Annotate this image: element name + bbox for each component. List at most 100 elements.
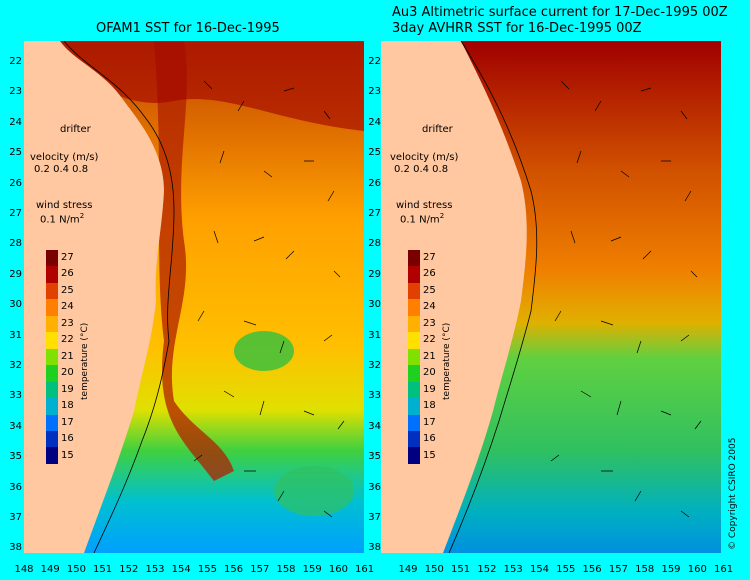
colorbar-tick-label: 18 bbox=[61, 400, 74, 412]
right-panel-title-line2: 3day AVHRR SST for 16-Dec-1995 00Z bbox=[392, 21, 642, 36]
latitude-tick-label: 32 bbox=[368, 360, 381, 371]
longitude-tick-label: 159 bbox=[302, 564, 322, 575]
wind-stress-value-right: 0.1 N/m2 bbox=[400, 212, 445, 226]
colorbar-tick-label: 23 bbox=[61, 317, 74, 329]
longitude-tick-label: 149 bbox=[398, 564, 418, 575]
colorbar-tick-label: 25 bbox=[423, 284, 436, 296]
latitude-tick-label: 36 bbox=[368, 481, 381, 493]
longitude-tick-label: 156 bbox=[224, 564, 244, 575]
right-map-panel bbox=[381, 41, 721, 553]
colorbar-swatch bbox=[46, 250, 58, 267]
velocity-label: velocity (m/s) bbox=[30, 152, 99, 163]
colorbar-swatch bbox=[408, 365, 420, 382]
colorbar-tick-label: 27 bbox=[423, 252, 436, 263]
latitude-tick-label: 34 bbox=[9, 420, 22, 432]
colorbar-tick-label: 16 bbox=[423, 433, 436, 445]
longitude-tick-label: 161 bbox=[355, 564, 375, 575]
colorbar-title-right: temperature (°C) bbox=[442, 322, 452, 400]
colorbar-tick-label: 22 bbox=[423, 334, 436, 346]
latitude-tick-label: 38 bbox=[368, 542, 381, 554]
colorbar-tick-label: 19 bbox=[423, 383, 436, 395]
colorbar-swatch bbox=[46, 381, 58, 399]
latitude-tick-label: 32 bbox=[9, 360, 22, 371]
drifter-label-right: drifter bbox=[422, 124, 453, 135]
longitude-tick-label: 158 bbox=[635, 564, 655, 575]
latitude-tick-label: 37 bbox=[9, 512, 22, 523]
longitude-tick-label: 152 bbox=[119, 564, 139, 575]
longitude-tick-label: 149 bbox=[40, 564, 60, 575]
latitude-tick-label: 27 bbox=[368, 208, 381, 219]
colorbar-swatch bbox=[408, 348, 420, 366]
latitude-tick-label: 36 bbox=[9, 481, 22, 493]
colorbar-tick-label: 27 bbox=[61, 252, 74, 263]
longitude-tick-label: 157 bbox=[250, 564, 270, 575]
longitude-tick-label: 159 bbox=[661, 564, 681, 575]
longitude-tick-label: 161 bbox=[714, 564, 734, 575]
longitude-tick-label: 154 bbox=[171, 564, 191, 575]
velocity-vectors-left bbox=[193, 80, 345, 518]
colorbar-tick-label: 25 bbox=[61, 284, 74, 296]
right-sst-map bbox=[381, 41, 721, 553]
colorbar-swatch bbox=[46, 447, 58, 464]
latitude-tick-label: 33 bbox=[368, 390, 381, 402]
colorbar-swatch bbox=[46, 430, 58, 448]
colorbar-swatch bbox=[408, 381, 420, 399]
wind-stress-value: 0.1 N/m2 bbox=[40, 212, 85, 226]
wind-stress-label-right: wind stress bbox=[396, 200, 453, 211]
colorbar-tick-label: 17 bbox=[61, 416, 74, 428]
latitude-tick-label: 24 bbox=[9, 116, 22, 128]
colorbar-tick-label: 20 bbox=[61, 367, 74, 379]
latitude-tick-label: 24 bbox=[368, 116, 381, 128]
longitude-tick-label: 155 bbox=[556, 564, 576, 575]
colorbar-tick-label: 19 bbox=[61, 383, 74, 395]
velocity-vectors-right bbox=[550, 80, 702, 518]
copyright: © Copyright CSIRO 2005 bbox=[728, 437, 738, 550]
longitude-tick-label: 153 bbox=[145, 564, 165, 575]
longitude-tick-label: 152 bbox=[477, 564, 497, 575]
longitude-tick-label: 153 bbox=[503, 564, 523, 575]
colorbar-title-left: temperature (°C) bbox=[80, 322, 90, 400]
colorbar-swatch bbox=[408, 430, 420, 448]
latitude-tick-label: 34 bbox=[368, 420, 381, 432]
latitude-tick-label: 31 bbox=[368, 329, 381, 341]
latitude-tick-label: 22 bbox=[9, 56, 22, 67]
right-panel-title-line1: Au3 Altimetric surface current for 17-De… bbox=[392, 5, 728, 20]
longitude-tick-label: 160 bbox=[328, 564, 348, 575]
longitude-tick-label: 158 bbox=[276, 564, 296, 575]
colorbar-right bbox=[408, 250, 420, 464]
colorbar-swatch bbox=[46, 266, 58, 283]
longitude-tick-label: 150 bbox=[424, 564, 444, 575]
latitude-tick-label: 37 bbox=[368, 512, 381, 523]
colorbar-swatch bbox=[408, 332, 420, 349]
colorbar-tick-label: 21 bbox=[61, 350, 74, 362]
colorbar-tick-label: 16 bbox=[61, 433, 74, 445]
longitude-tick-label: 156 bbox=[582, 564, 602, 575]
colorbar-swatch bbox=[46, 315, 58, 333]
latitude-tick-label: 31 bbox=[9, 329, 22, 341]
latitude-tick-label: 26 bbox=[9, 177, 22, 189]
left-map-panel bbox=[24, 41, 364, 553]
colorbar-swatch bbox=[408, 414, 420, 431]
colorbar-swatch bbox=[408, 250, 420, 267]
latitude-tick-label: 28 bbox=[9, 238, 22, 250]
latitude-tick-label: 35 bbox=[368, 451, 381, 463]
latitude-tick-label: 35 bbox=[9, 451, 22, 463]
colorbar-swatch bbox=[46, 365, 58, 382]
left-panel-title: OFAM1 SST for 16-Dec-1995 bbox=[96, 21, 280, 36]
latitude-tick-label: 27 bbox=[9, 208, 22, 219]
longitude-tick-label: 160 bbox=[687, 564, 707, 575]
colorbar-swatch bbox=[408, 398, 420, 415]
colorbar-tick-label: 15 bbox=[423, 449, 436, 461]
colorbar-swatch bbox=[408, 282, 420, 300]
latitude-tick-label: 22 bbox=[368, 56, 381, 67]
colorbar-tick-label: 20 bbox=[423, 367, 436, 379]
longitude-tick-label: 154 bbox=[529, 564, 550, 575]
latitude-tick-label: 28 bbox=[368, 238, 381, 250]
drifter-label: drifter bbox=[60, 124, 91, 135]
colorbar-tick-label: 26 bbox=[61, 268, 74, 280]
colorbar-swatch bbox=[46, 299, 58, 316]
latitude-tick-label: 33 bbox=[9, 390, 22, 402]
latitude-tick-label: 29 bbox=[9, 268, 22, 280]
velocity-label-right: velocity (m/s) bbox=[390, 152, 459, 163]
colorbar-tick-label: 26 bbox=[423, 268, 436, 280]
